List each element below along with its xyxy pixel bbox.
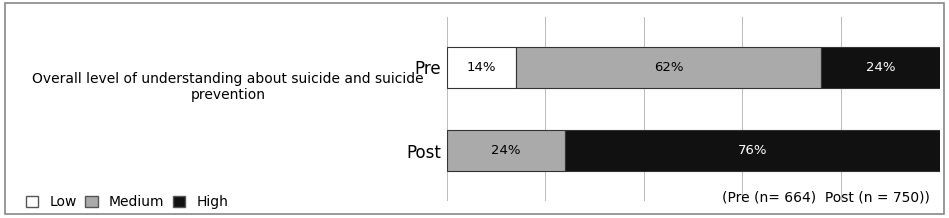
Text: (Pre (n= 664)  Post (n = 750)): (Pre (n= 664) Post (n = 750)) bbox=[722, 191, 930, 205]
Legend: Low, Medium, High: Low, Medium, High bbox=[26, 195, 228, 209]
Text: Overall level of understanding about suicide and suicide
prevention: Overall level of understanding about sui… bbox=[32, 72, 424, 102]
Bar bbox=[447, 130, 565, 171]
Text: 62%: 62% bbox=[654, 61, 683, 74]
Bar bbox=[447, 47, 515, 88]
Text: 76%: 76% bbox=[737, 144, 767, 157]
Bar bbox=[515, 47, 821, 88]
Text: 24%: 24% bbox=[491, 144, 520, 157]
Bar bbox=[821, 47, 940, 88]
Bar bbox=[565, 130, 940, 171]
Text: 14%: 14% bbox=[466, 61, 496, 74]
Text: 24%: 24% bbox=[865, 61, 895, 74]
